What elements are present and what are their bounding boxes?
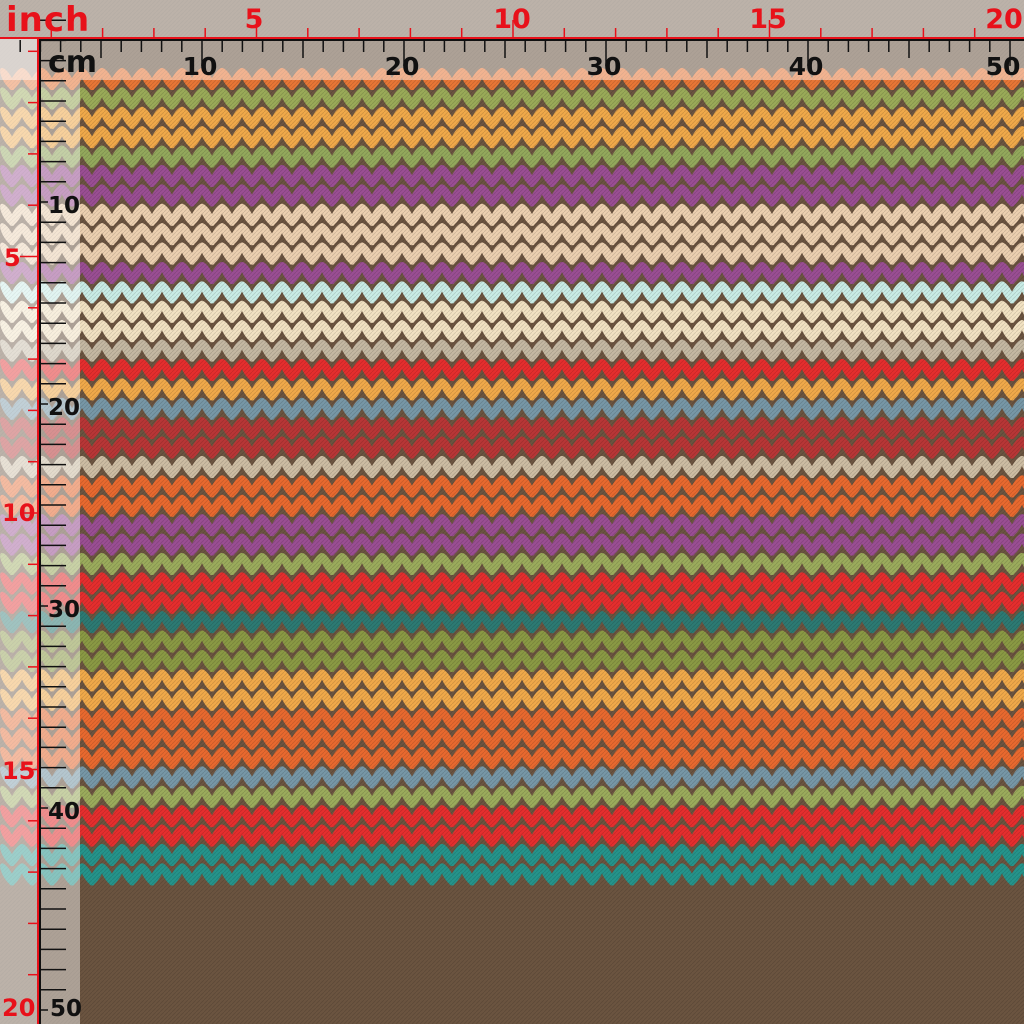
fabric-preview: inch cm 5 10 15 20 10 20 30 40 50 5 10 1… [0,0,1024,1024]
yarn-texture-overlay [0,0,1024,1024]
knit-pattern-swatch [0,0,1024,1024]
